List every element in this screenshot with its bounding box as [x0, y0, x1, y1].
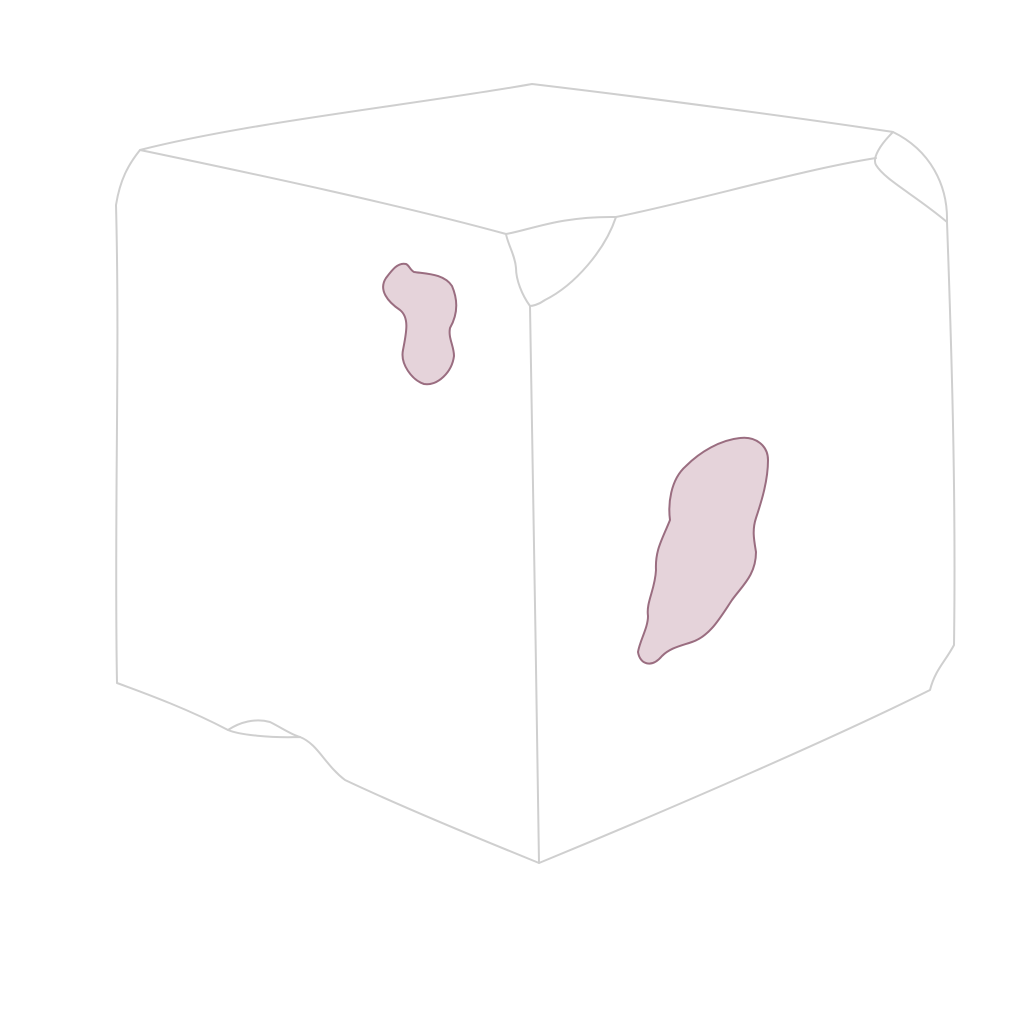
top-left-edge [139, 149, 507, 235]
top-right-edge [615, 157, 877, 218]
spot-right-face [637, 436, 769, 665]
cube-silhouette [115, 83, 956, 864]
cube-outline [115, 83, 956, 864]
markings [382, 262, 769, 665]
right-corner-chip [874, 131, 948, 223]
front-vertical-edge [529, 305, 540, 864]
spot-left-face [382, 262, 458, 386]
bottom-left-notch [227, 719, 301, 738]
front-corner-chip [505, 215, 617, 307]
